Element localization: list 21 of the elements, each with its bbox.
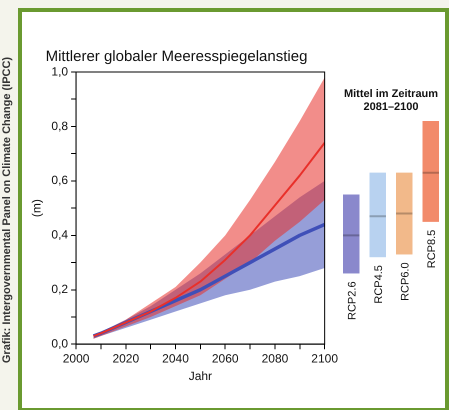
x-axis-title: Jahr (188, 369, 212, 384)
category-label: RCP6.0 (399, 262, 412, 301)
x-tick-label: 2080 (262, 352, 289, 366)
text: Grafik: Intergovernmental Panel on Climate Change (IPCC) (0, 56, 14, 366)
x-tick-label: 2040 (162, 352, 190, 366)
y-tick-label: 1,0 (51, 64, 68, 78)
y-axis-title: (m) (30, 199, 44, 218)
y-tick-label: 0,8 (51, 118, 68, 133)
y-tick-label: 0,0 (51, 336, 68, 351)
category-label: RCP2.6 (346, 281, 358, 320)
x-tick-label: 2020 (112, 352, 140, 366)
text: Mittel im Zeitraum 2081–2100 (342, 88, 440, 114)
x-tick-label: 2000 (62, 352, 90, 366)
y-tick-label: 0,4 (51, 228, 68, 242)
category-label: RCP4.5 (372, 265, 385, 304)
y-tick-label: 0,2 (51, 282, 68, 296)
x-tick-label: 2060 (212, 352, 239, 366)
chart-title: Mittlerer globaler Meeresspiegelanstieg (46, 48, 308, 66)
category-label: RCP8.5 (426, 230, 438, 268)
x-tick-label: 2100 (311, 352, 338, 366)
y-tick-label: 0,6 (51, 173, 68, 188)
